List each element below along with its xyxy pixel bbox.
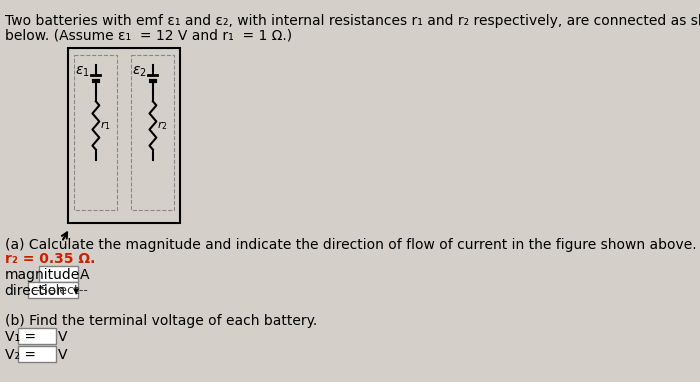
Text: (b) Find the terminal voltage of each battery.: (b) Find the terminal voltage of each ba… <box>5 314 317 328</box>
Text: $r_1$: $r_1$ <box>100 119 111 132</box>
Text: Two batteries with emf ε₁ and ε₂, with internal resistances r₁ and r₂ respective: Two batteries with emf ε₁ and ε₂, with i… <box>5 14 700 28</box>
Text: A: A <box>80 268 90 282</box>
Text: below. (Assume ε₁  = 12 V and r₁  = 1 Ω.): below. (Assume ε₁ = 12 V and r₁ = 1 Ω.) <box>5 28 292 42</box>
FancyBboxPatch shape <box>28 282 78 298</box>
Text: $r_2$: $r_2$ <box>158 119 168 132</box>
Text: magnitude: magnitude <box>5 268 80 282</box>
Text: V: V <box>58 348 68 362</box>
Text: $\varepsilon_1$: $\varepsilon_1$ <box>76 65 90 79</box>
Text: --Select--: --Select-- <box>32 284 88 297</box>
Text: $\varepsilon_2$: $\varepsilon_2$ <box>132 65 147 79</box>
FancyBboxPatch shape <box>18 346 56 362</box>
Text: (a) Calculate the magnitude and indicate the direction of flow of current in the: (a) Calculate the magnitude and indicate… <box>5 238 700 252</box>
Text: V₁ =: V₁ = <box>5 330 36 344</box>
Text: ▾: ▾ <box>73 285 79 298</box>
FancyBboxPatch shape <box>18 328 56 344</box>
Text: direction: direction <box>5 284 66 298</box>
Text: r₂ = 0.35 Ω.: r₂ = 0.35 Ω. <box>5 252 95 266</box>
Text: V₂ =: V₂ = <box>5 348 36 362</box>
Text: V: V <box>58 330 68 344</box>
FancyBboxPatch shape <box>39 266 78 282</box>
